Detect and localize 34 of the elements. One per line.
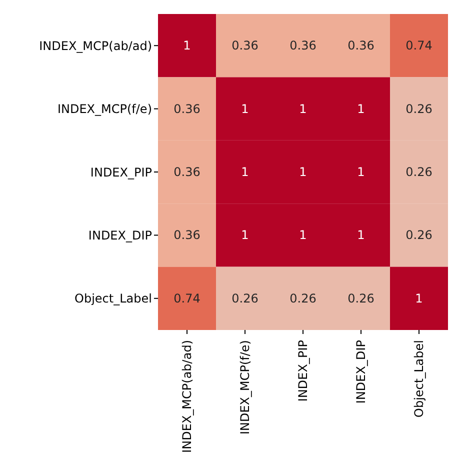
data-label: 1 [299, 228, 307, 242]
data-label: 0.26 [406, 102, 432, 116]
data-label: 1 [357, 102, 365, 116]
data-label: 1 [299, 165, 307, 179]
data-label: 1 [241, 165, 249, 179]
data-label: 0.74 [406, 38, 432, 53]
data-label: 0.36 [174, 102, 200, 116]
data-label: 0.36 [174, 165, 200, 179]
x-tick-label: INDEX_MCP(f/e) [238, 340, 252, 435]
y-tick-label: INDEX_DIP [88, 228, 152, 242]
data-label: 1 [357, 165, 365, 179]
data-label: 0.36 [174, 228, 200, 242]
data-label: 1 [357, 228, 365, 242]
x-tick-label: Object_Label [412, 340, 426, 418]
data-label: 0.26 [406, 165, 432, 179]
data-label: 0.26 [232, 291, 258, 306]
y-tick-label: INDEX_PIP [90, 165, 152, 180]
x-tick-label: INDEX_DIP [354, 340, 368, 404]
x-tick-label: INDEX_PIP [296, 340, 310, 402]
y-tick-label: INDEX_MCP(ab/ad) [39, 38, 152, 53]
data-label: 0.26 [406, 228, 432, 242]
data-label: 1 [415, 291, 423, 306]
y-tick-label: INDEX_MCP(f/e) [57, 102, 152, 116]
data-label: 1 [299, 102, 307, 116]
data-label: 0.74 [174, 291, 200, 306]
data-label: 0.26 [290, 291, 316, 306]
data-label: 0.26 [348, 291, 374, 306]
y-tick-label: Object_Label [74, 292, 152, 306]
data-label: 0.36 [348, 38, 374, 53]
data-label: 1 [241, 102, 249, 116]
data-label: 1 [183, 38, 191, 53]
data-label: 0.36 [290, 38, 316, 53]
data-label: 1 [241, 228, 249, 242]
data-label: 0.36 [232, 38, 258, 53]
